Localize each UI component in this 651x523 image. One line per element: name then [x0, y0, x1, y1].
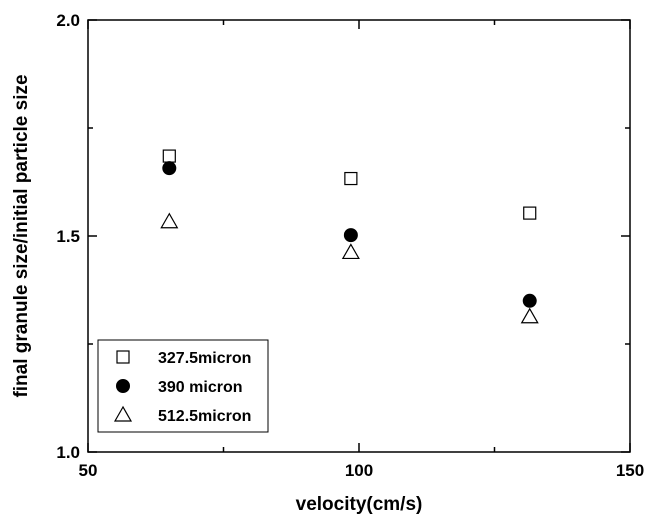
data-point	[341, 243, 360, 260]
data-point	[160, 212, 179, 229]
x-tick-label: 150	[616, 461, 644, 480]
data-point	[162, 149, 176, 163]
legend-label: 327.5micron	[158, 350, 251, 367]
legend: 327.5micron 390 micron 512.5micron	[97, 339, 269, 433]
data-point	[344, 171, 358, 186]
data-point	[523, 206, 537, 220]
legend-marker	[113, 405, 133, 422]
y-tick-label: 1.5	[56, 227, 80, 246]
y-tick-label: 1.0	[56, 443, 80, 462]
legend-marker	[116, 350, 130, 364]
legend-label: 390 micron	[158, 379, 242, 396]
x-tick-label: 100	[345, 461, 373, 480]
x-axis-label: velocity(cm/s)	[296, 494, 423, 515]
legend-marker	[116, 379, 130, 393]
y-axis-label: final granule size/initial particle size	[11, 74, 32, 397]
legend-label: 512.5micron	[158, 408, 251, 425]
data-point	[343, 228, 358, 243]
x-tick-label: 50	[79, 461, 98, 480]
y-tick-label: 2.0	[56, 11, 80, 30]
data-point	[520, 307, 539, 324]
axis-tick-labels: 50 100 150 1.0 1.5 2.0	[56, 11, 644, 480]
data-markers	[160, 149, 539, 324]
data-point	[522, 293, 537, 308]
data-point	[162, 161, 177, 176]
axis-ticks	[87, 19, 631, 453]
